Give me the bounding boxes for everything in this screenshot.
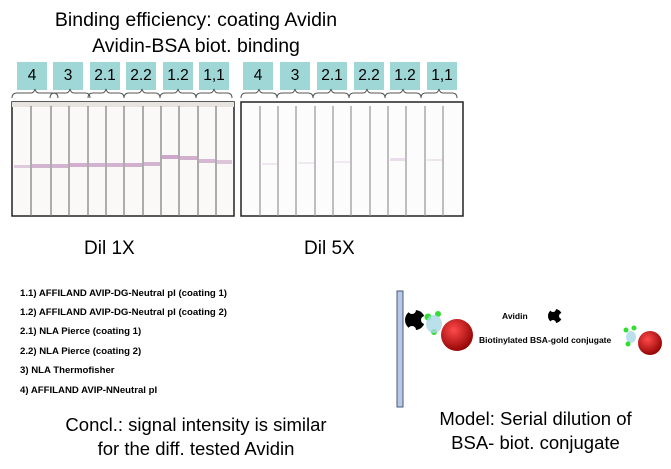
conclusion-line-1: Concl.: signal intensity is similar [65, 414, 327, 435]
legend-item: 2.1) NLA Pierce (coating 1) [20, 326, 142, 337]
model-caption-line-1: Model: Serial dilution of [439, 408, 632, 429]
strip-panel-dil-5x [240, 101, 464, 217]
strip-label: 1.2 [390, 62, 420, 90]
strip-label: 2.2 [354, 62, 384, 90]
strip-braces-dil-1x [11, 88, 233, 99]
strip-label: 4 [243, 62, 273, 90]
dilution-label-5x: Dil 5X [304, 238, 355, 259]
strip-label: 1,1 [199, 62, 229, 90]
avidin-legend-icon [548, 306, 565, 326]
test-strips-figure [11, 88, 464, 217]
test-bands-dil-1x [14, 155, 232, 168]
avidin-icon [405, 306, 429, 334]
dilution-label-1x: Dil 1X [84, 238, 135, 259]
legend-item: 1.1) AFFILAND AVIP-DG-Neutral pI (coatin… [20, 288, 227, 299]
legend-item: 1.2) AFFILAND AVIP-DG-Neutral pI (coatin… [20, 307, 227, 318]
bsa-blob [426, 315, 442, 333]
strip-label: 4 [17, 62, 47, 90]
gold-sphere-icon [441, 319, 473, 351]
strip-label: 1,1 [427, 62, 457, 90]
strip-braces-dil-5x [240, 88, 458, 99]
strip-label: 2.1 [90, 62, 120, 90]
conclusion-line-2: for the diff. tested Avidin [97, 438, 295, 459]
coated-plate [396, 290, 404, 408]
title-line-1: Binding efficiency: coating Avidin [54, 9, 338, 31]
binding-model-diagram [396, 290, 662, 408]
strip-label: 1.2 [163, 62, 193, 90]
avidin-label: Avidin [502, 311, 528, 321]
test-bands-dil-5x [262, 158, 442, 165]
legend-item: 2.2) NLA Pierce (coating 2) [20, 346, 142, 357]
conjugate-legend-icon [623, 325, 662, 355]
strip-label: 3 [53, 62, 83, 90]
strip-label: 2.2 [126, 62, 156, 90]
title-line-2: Avidin-BSA biot. binding [92, 35, 300, 57]
strip-label: 3 [280, 62, 310, 90]
strip-panel-dil-1x [11, 101, 235, 217]
model-caption-line-2: BSA- biot. conjugate [451, 432, 620, 453]
conjugate-label: Biotinylated BSA-gold conjugate [479, 335, 612, 345]
legend-item: 3) NLA Thermofisher [20, 365, 115, 376]
strip-label: 2.1 [317, 62, 347, 90]
legend-item: 4) AFFILAND AVIP-NNeutral pI [20, 385, 158, 396]
